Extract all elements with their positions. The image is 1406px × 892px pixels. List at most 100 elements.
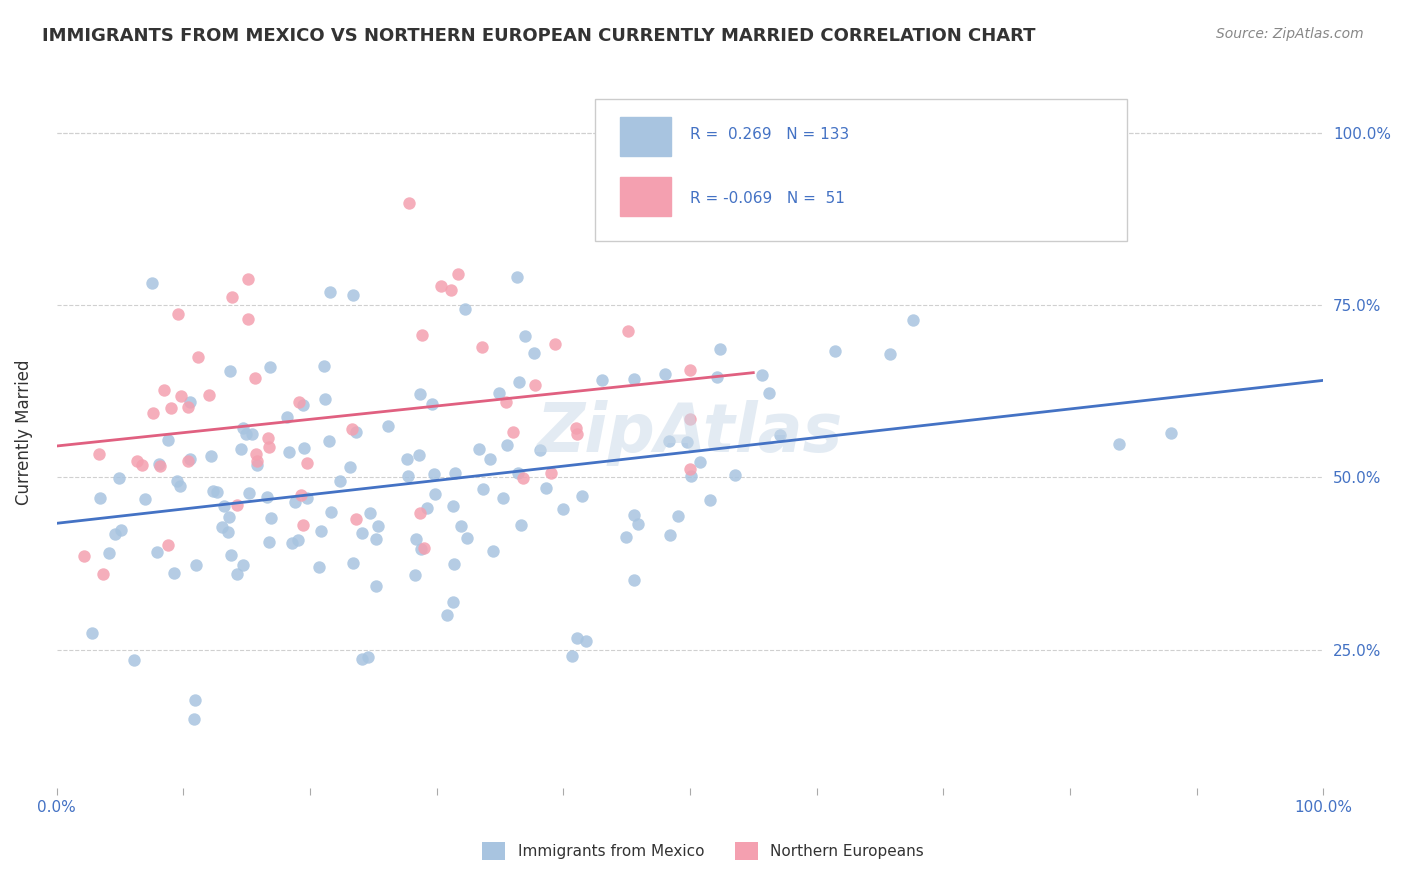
Point — [502, 425, 524, 439]
Point — [658, 527, 681, 541]
Point — [623, 573, 645, 587]
Point — [413, 541, 436, 555]
Point — [709, 342, 731, 356]
Point — [529, 443, 551, 458]
Point — [131, 458, 153, 472]
Point — [654, 367, 676, 381]
Point — [308, 560, 330, 574]
Point — [146, 545, 169, 559]
Point — [342, 556, 364, 570]
Point — [257, 535, 280, 549]
Point — [901, 313, 924, 327]
Point — [512, 471, 534, 485]
Point — [257, 430, 280, 444]
Point — [350, 525, 373, 540]
Point — [425, 487, 447, 501]
Point — [235, 426, 257, 441]
Point — [450, 518, 472, 533]
Point — [544, 337, 567, 351]
Point — [488, 385, 510, 400]
Point — [689, 455, 711, 469]
Point — [276, 409, 298, 424]
Point — [156, 433, 179, 447]
Point — [540, 466, 562, 480]
Point — [436, 607, 458, 622]
Point — [758, 386, 780, 401]
Point — [506, 270, 529, 285]
Point — [357, 650, 380, 665]
Point — [724, 468, 747, 483]
Point — [824, 344, 846, 359]
Point — [157, 538, 180, 552]
Point — [141, 405, 163, 419]
Point — [411, 327, 433, 342]
Point — [104, 526, 127, 541]
Point — [291, 517, 314, 532]
Point — [456, 531, 478, 545]
Point — [179, 452, 201, 467]
Point — [257, 440, 280, 454]
Point — [240, 427, 263, 442]
Point — [212, 499, 235, 513]
Point — [202, 484, 225, 499]
Point — [396, 468, 419, 483]
Text: ZipAtlas: ZipAtlas — [537, 400, 844, 466]
Y-axis label: Currently Married: Currently Married — [15, 359, 32, 506]
Point — [679, 462, 702, 476]
Point — [236, 272, 259, 286]
Bar — [620, 117, 671, 155]
Point — [278, 445, 301, 459]
Point — [167, 307, 190, 321]
Point — [495, 395, 517, 409]
Legend: Immigrants from Mexico, Northern Europeans: Immigrants from Mexico, Northern Europea… — [477, 836, 929, 866]
Point — [420, 397, 443, 411]
Point — [291, 398, 314, 412]
Point — [523, 346, 546, 360]
Point — [211, 520, 233, 534]
Point — [377, 418, 399, 433]
Point — [232, 421, 254, 435]
Point — [409, 387, 432, 401]
Point — [367, 519, 389, 533]
Point — [508, 376, 530, 390]
Point — [89, 491, 111, 505]
Point — [575, 634, 598, 648]
Point — [314, 392, 336, 406]
Point — [395, 452, 418, 467]
Point — [184, 558, 207, 573]
Point — [110, 523, 132, 537]
Point — [491, 491, 513, 506]
Point — [553, 502, 575, 516]
Point — [506, 466, 529, 480]
Point — [441, 499, 464, 513]
Point — [179, 395, 201, 409]
Point — [340, 422, 363, 436]
Point — [246, 454, 269, 468]
Point — [184, 693, 207, 707]
Point — [221, 290, 243, 304]
FancyBboxPatch shape — [595, 99, 1128, 241]
Point — [478, 452, 501, 467]
Point — [468, 442, 491, 456]
Point — [297, 491, 319, 506]
Point — [205, 484, 228, 499]
Point — [681, 468, 703, 483]
Point — [288, 394, 311, 409]
Point — [679, 412, 702, 426]
Point — [226, 566, 249, 581]
Point — [344, 425, 367, 439]
Point — [626, 516, 648, 531]
Point — [679, 362, 702, 376]
Point — [159, 401, 181, 416]
Point — [141, 277, 163, 291]
Point — [561, 649, 583, 664]
Point — [187, 351, 209, 365]
Point — [259, 359, 281, 374]
Point — [198, 388, 221, 402]
Point — [444, 466, 467, 480]
Point — [122, 653, 145, 667]
Point — [495, 437, 517, 451]
Point — [398, 196, 420, 211]
Point — [411, 541, 433, 556]
Point — [148, 457, 170, 471]
